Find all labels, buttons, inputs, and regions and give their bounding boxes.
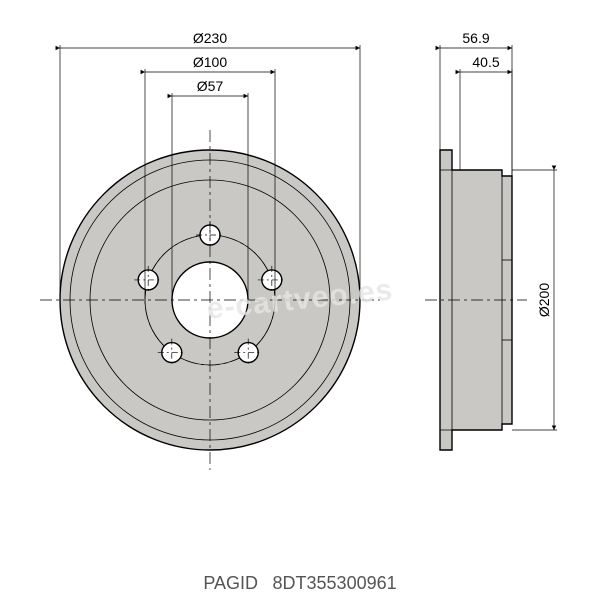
technical-drawing: Ø230 Ø100 Ø57 56.9 40.5 Ø200 e-cartveo.e…	[0, 0, 600, 600]
drawing-svg	[0, 0, 600, 600]
dimension-d100: Ø100	[193, 54, 227, 70]
dimension-d57: Ø57	[197, 78, 223, 94]
dimension-d200: Ø200	[536, 283, 552, 317]
brand-name: PAGID	[203, 573, 258, 593]
dimension-40-5: 40.5	[472, 54, 499, 70]
dimension-56-9: 56.9	[462, 30, 489, 46]
dimension-d230: Ø230	[193, 30, 227, 46]
product-branding: PAGID 8DT355300961	[0, 573, 600, 594]
part-number: 8DT355300961	[273, 573, 397, 593]
